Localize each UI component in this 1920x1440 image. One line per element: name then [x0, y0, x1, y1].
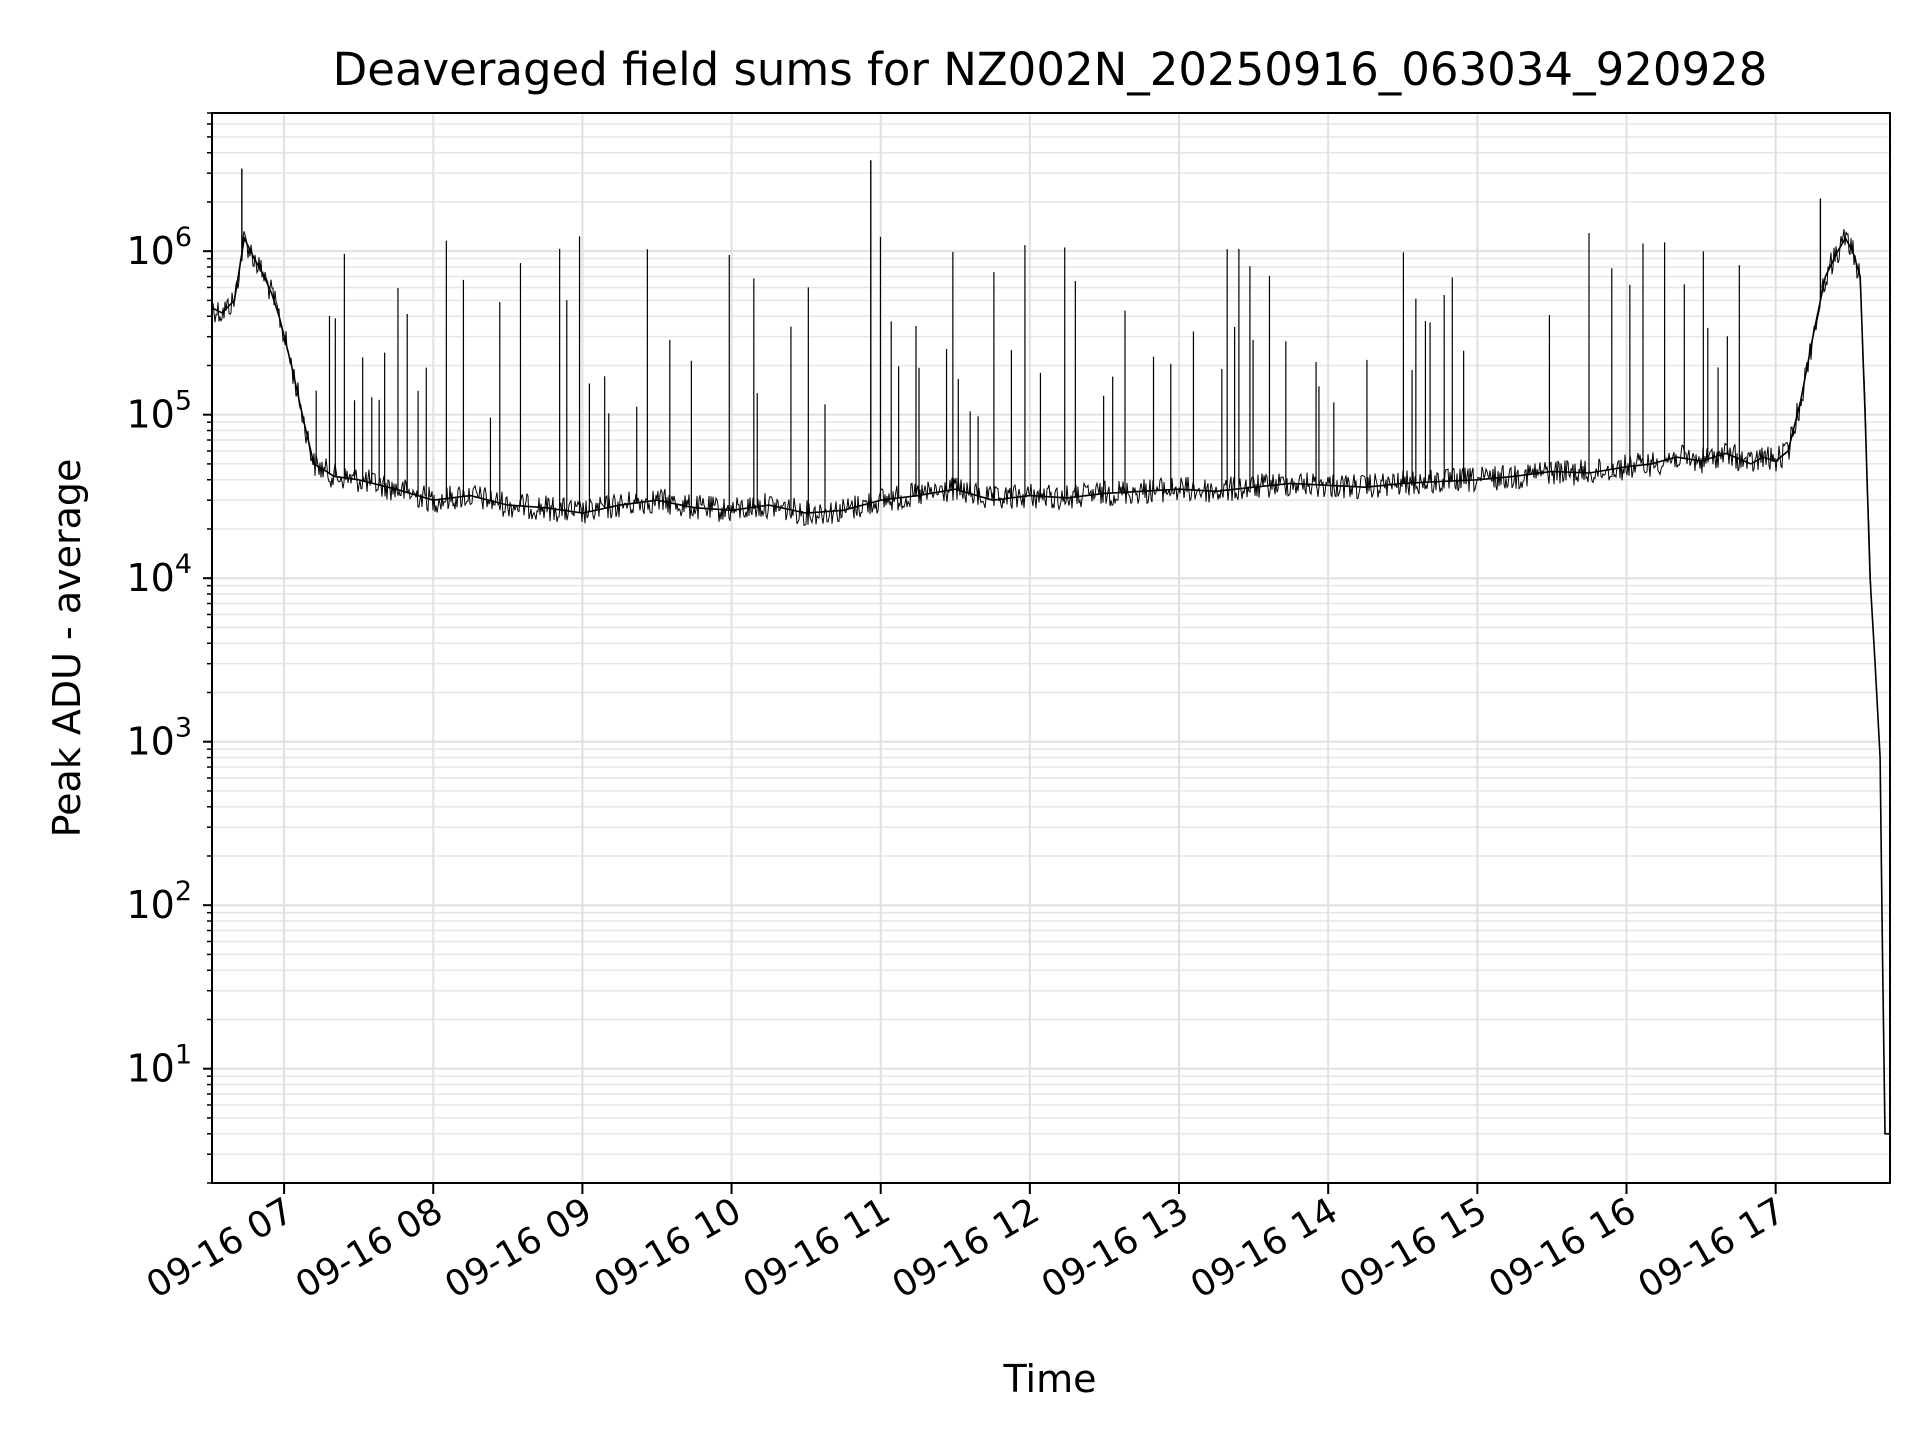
y-tick-label: 101	[126, 1040, 192, 1091]
chart-title: Deaveraged field sums for NZ002N_2025091…	[333, 43, 1768, 96]
y-tick-label: 102	[126, 876, 192, 927]
y-tick-label: 106	[126, 222, 192, 273]
y-axis-label: Peak ADU - average	[45, 459, 89, 838]
x-axis-label: Time	[1003, 1357, 1097, 1401]
series-noise	[211, 228, 1890, 1135]
y-tick-label: 103	[126, 713, 192, 764]
grid	[212, 112, 1890, 1184]
y-tick-label: 105	[126, 386, 192, 437]
data-series	[211, 160, 1890, 1135]
y-tick-label: 104	[126, 549, 192, 600]
plot-area-frame	[211, 112, 1891, 1184]
